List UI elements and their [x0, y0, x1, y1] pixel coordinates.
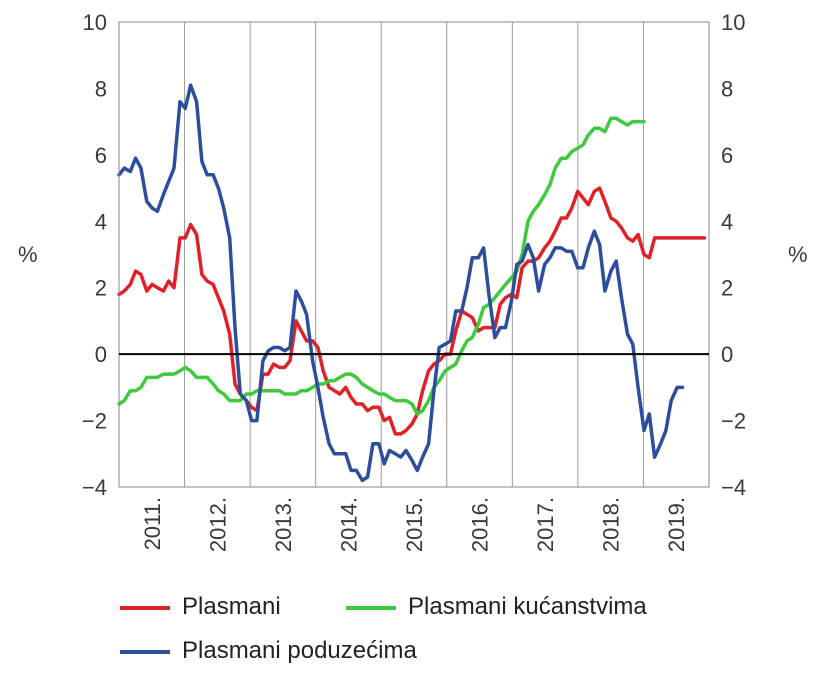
y-tick-label-left: 0 [95, 342, 107, 367]
x-tick-label: 2014. [336, 497, 361, 552]
x-tick-label: 2015. [402, 497, 427, 552]
legend-swatch-plasmani [120, 605, 170, 610]
legend-label-plasmani-poduzecima: Plasmani poduzećima [182, 637, 417, 664]
vertical-grid [184, 22, 644, 487]
x-tick-label: 2013. [271, 497, 296, 552]
y-tick-label-left: 2 [95, 276, 107, 301]
y-tick-label-left: 10 [83, 10, 107, 35]
legend-label-plasmani: Plasmani [182, 593, 281, 620]
legend-item-plasmani-kucanstvima: Plasmani kućanstvima [346, 592, 647, 622]
series-line-plasmani-kucanstvima [117, 116, 646, 416]
y-tick-label-right: −2 [721, 409, 746, 434]
series-layer [117, 83, 707, 483]
x-tick-label: 2019. [664, 497, 689, 552]
x-tick-label: 2016. [468, 497, 493, 552]
left-axis-ticks: −4 −2 0 2 4 6 8 10 [82, 10, 107, 500]
series-line-plasmani-poduzecima [117, 83, 685, 483]
legend-swatch-plasmani-poduzecima [120, 649, 170, 654]
y-axis-label-right: % [788, 242, 808, 267]
y-tick-label-left: −4 [82, 475, 107, 500]
right-axis-ticks: −4 −2 0 2 4 6 8 10 [721, 10, 746, 500]
y-tick-label-right: 10 [721, 10, 745, 35]
y-tick-label-left: 8 [95, 76, 107, 101]
legend-label-plasmani-kucanstvima: Plasmani kućanstvima [408, 593, 647, 620]
y-tick-label-right: 2 [721, 276, 733, 301]
y-tick-label-left: 6 [95, 143, 107, 168]
x-axis-ticks: 2011. 2012. 2013. 2014. 2015. 2016. 2017. 2018.… [140, 497, 689, 552]
y-tick-label-right: 8 [721, 76, 733, 101]
y-axis-label-left: % [18, 242, 38, 267]
legend-swatch-plasmani-kucanstvima [346, 605, 396, 610]
plot-area [117, 21, 710, 488]
y-tick-label-left: 4 [95, 209, 107, 234]
legend-item-plasmani-poduzecima: Plasmani poduzećima [120, 636, 417, 666]
x-tick-label: 2012. [205, 497, 230, 552]
series-line-plasmani [117, 186, 707, 436]
y-tick-label-right: −4 [721, 475, 746, 500]
y-tick-label-right: 0 [721, 342, 733, 367]
y-tick-label-right: 6 [721, 143, 733, 168]
y-tick-label-left: −2 [82, 409, 107, 434]
legend-item-plasmani: Plasmani [120, 592, 281, 622]
x-tick-label: 2011. [140, 497, 165, 550]
x-tick-label: 2017. [533, 497, 558, 552]
y-tick-label-right: 4 [721, 209, 733, 234]
plot-border [118, 21, 710, 488]
x-tick-label: 2018. [599, 497, 624, 552]
